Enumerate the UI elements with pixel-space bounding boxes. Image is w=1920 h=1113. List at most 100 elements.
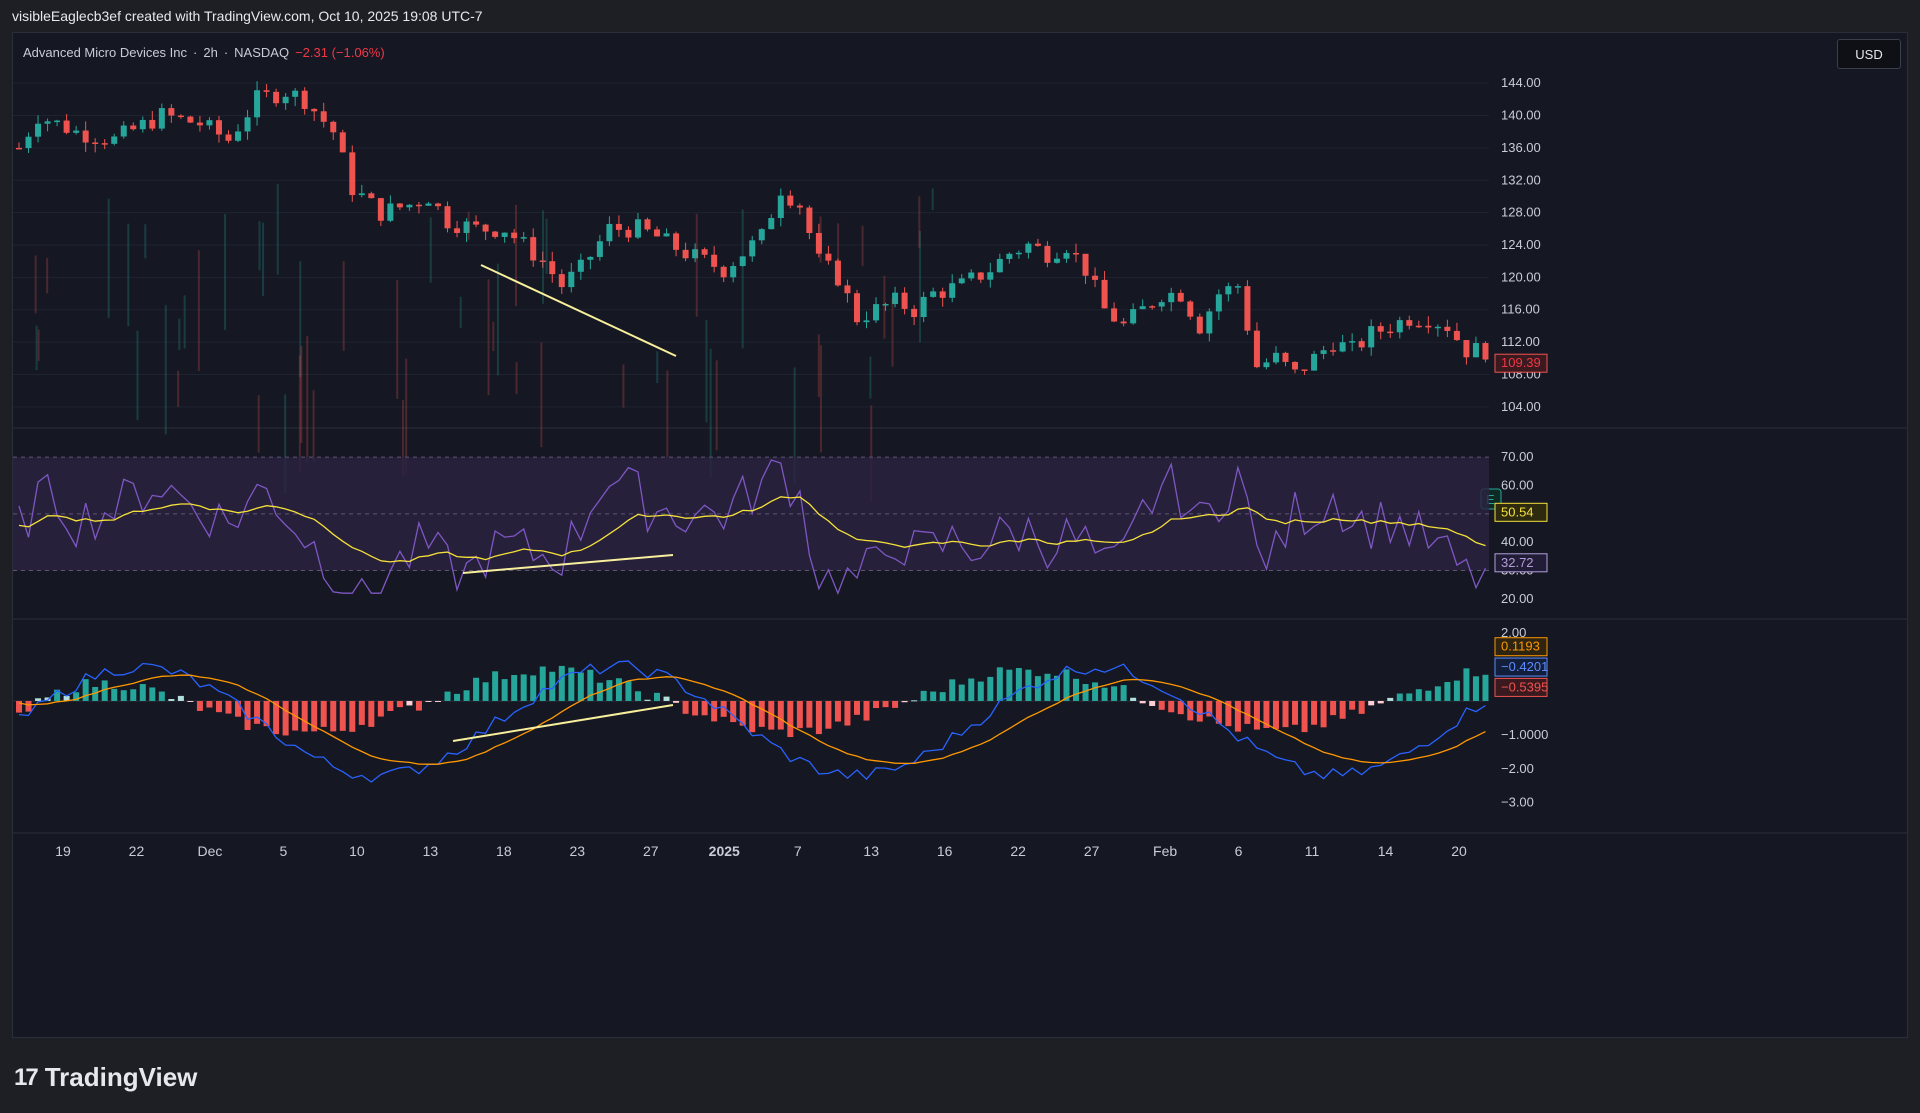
candle-body bbox=[1358, 341, 1365, 348]
candle-body bbox=[377, 198, 384, 221]
tradingview-wordmark: TradingView bbox=[44, 1062, 198, 1092]
macd-histogram-bar bbox=[225, 700, 232, 714]
rsi-tick-label: 70.00 bbox=[1501, 449, 1534, 464]
candle-body bbox=[92, 142, 99, 144]
candle-body bbox=[25, 136, 32, 149]
volume-bar bbox=[459, 296, 462, 328]
candle-body bbox=[263, 90, 270, 92]
candle-body bbox=[930, 291, 937, 297]
macd-histogram-bar bbox=[1282, 700, 1289, 728]
interval-label: 2h bbox=[203, 45, 218, 60]
volume-bar bbox=[819, 216, 822, 263]
macd-histogram-bar bbox=[806, 700, 813, 728]
candle-body bbox=[120, 125, 127, 137]
macd-histogram-bar bbox=[254, 700, 261, 724]
macd-signal-value-label: −0.5395 bbox=[1501, 679, 1548, 694]
macd-histogram-bar bbox=[1187, 700, 1194, 721]
candle-body bbox=[511, 232, 518, 239]
chart-canvas[interactable]: 144.00140.00136.00132.00128.00124.00120.… bbox=[13, 33, 1907, 1037]
candle-body bbox=[558, 274, 565, 288]
macd-histogram-bar bbox=[520, 674, 527, 701]
macd-histogram-bar bbox=[244, 700, 251, 730]
candle-body bbox=[177, 115, 184, 118]
volume-bar bbox=[883, 275, 886, 339]
volume-bar bbox=[396, 280, 399, 399]
candle-body bbox=[235, 131, 242, 141]
rsi-ma-value-tag bbox=[1494, 502, 1548, 522]
time-tick-label: 6 bbox=[1235, 843, 1243, 859]
candle-body bbox=[482, 224, 489, 232]
macd-histogram-bar bbox=[853, 700, 860, 715]
price-tick-label: 124.00 bbox=[1501, 237, 1541, 252]
macd-histogram-bar bbox=[1006, 669, 1013, 701]
macd-histogram-bar bbox=[1339, 700, 1346, 719]
volume-bar bbox=[819, 345, 822, 453]
candle-body bbox=[44, 121, 51, 124]
candle-body bbox=[730, 266, 737, 278]
volume-bar bbox=[183, 295, 186, 349]
candle-body bbox=[73, 130, 80, 133]
candle-body bbox=[1320, 350, 1327, 354]
candle-body bbox=[215, 120, 222, 135]
candle-body bbox=[644, 219, 651, 230]
macd-histogram-bar bbox=[1415, 689, 1422, 701]
candle-body bbox=[996, 258, 1003, 273]
macd-signal-line bbox=[18, 674, 1486, 765]
candle-body bbox=[625, 229, 632, 238]
macd-histogram-bar bbox=[396, 700, 403, 708]
volume-bar bbox=[257, 395, 260, 453]
macd-histogram-bar bbox=[263, 700, 270, 727]
macd-histogram-bar bbox=[1292, 700, 1299, 725]
macd-histogram-bar bbox=[958, 684, 965, 701]
symbol-legend[interactable]: Advanced Micro Devices Inc · 2h · NASDAQ… bbox=[23, 45, 385, 60]
time-tick-label: 27 bbox=[643, 843, 659, 859]
candle-body bbox=[1206, 311, 1213, 334]
macd-histogram-bar bbox=[387, 700, 394, 711]
macd-histogram-bar bbox=[1101, 687, 1108, 701]
candle-body bbox=[1177, 292, 1184, 302]
currency-button[interactable]: USD bbox=[1837, 39, 1901, 69]
exchange-label: NASDAQ bbox=[234, 45, 290, 60]
candle-body bbox=[606, 223, 613, 242]
volume-bar bbox=[401, 399, 404, 477]
rsi-value-label: 32.72 bbox=[1501, 555, 1534, 570]
macd-histogram-bar bbox=[358, 700, 365, 725]
volume-bar bbox=[144, 224, 147, 259]
candle-body bbox=[720, 266, 727, 278]
macd-histogram-bar bbox=[1168, 700, 1175, 713]
macd-histogram-bar bbox=[1130, 697, 1137, 701]
volume-bar bbox=[298, 355, 301, 473]
candle-body bbox=[463, 221, 470, 233]
candle-body bbox=[844, 285, 851, 294]
candle-body bbox=[1092, 275, 1099, 280]
volume-bar bbox=[164, 305, 167, 435]
volume-bar bbox=[136, 330, 139, 421]
macd-histogram-bar bbox=[149, 687, 156, 701]
candle-body bbox=[711, 254, 718, 267]
macd-histogram-bar bbox=[1272, 700, 1279, 729]
volume-bar bbox=[258, 221, 261, 271]
macd-histogram-bar bbox=[1215, 700, 1222, 724]
macd-histogram-bar bbox=[577, 672, 584, 701]
macd-histogram-bar bbox=[139, 684, 146, 701]
candle-body bbox=[1063, 252, 1070, 259]
macd-histogram-bar bbox=[1301, 700, 1308, 733]
macd-histogram-bar bbox=[654, 692, 661, 701]
macd-histogram-bar bbox=[749, 700, 756, 733]
chart-panel[interactable]: 144.00 140.00 136.00 132.00 128.00 124.00 120.… bbox=[12, 32, 1908, 1038]
candle-body bbox=[149, 119, 156, 129]
volume-bar bbox=[107, 198, 110, 318]
candle-body bbox=[768, 218, 775, 230]
volume-bar bbox=[177, 370, 180, 407]
candle-body bbox=[539, 260, 546, 262]
macd-histogram-bar bbox=[777, 700, 784, 730]
macd-histogram-bar bbox=[44, 697, 51, 701]
last-price-tag bbox=[1494, 353, 1548, 373]
volume-bar bbox=[405, 358, 408, 475]
rsi-line bbox=[18, 459, 1487, 595]
macd-histogram-bar bbox=[206, 700, 213, 708]
macd-tick-label: −3.00 bbox=[1501, 795, 1534, 810]
candle-body bbox=[35, 123, 42, 137]
price-tick-label: 120.00 bbox=[1501, 269, 1541, 284]
macd-histogram-bar bbox=[530, 675, 537, 701]
